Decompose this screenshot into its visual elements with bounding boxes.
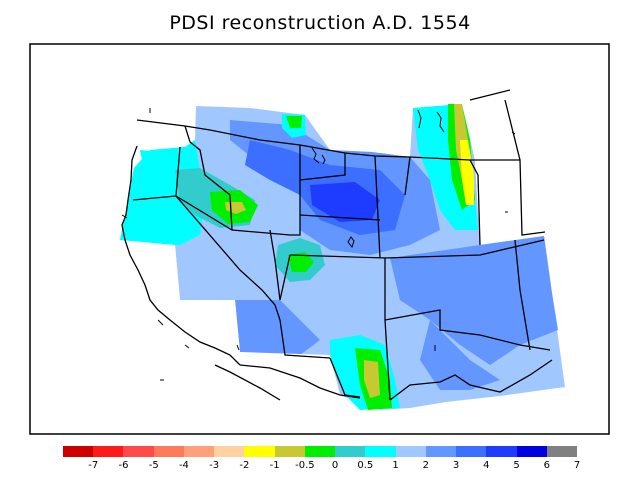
legend-tick-label: 7 [573,460,581,471]
legend-swatch [546,446,578,457]
legend-swatch [425,446,457,457]
mexico-mask [235,352,340,398]
legend-tick-label: 0.5 [357,460,374,471]
legend-swatch [153,446,185,457]
legend-swatch [244,446,276,457]
legend-swatch [63,446,94,457]
legend-tick-label: 1 [392,460,399,471]
legend-tick-label: 6 [543,460,550,471]
legend-tick-label: 0 [331,460,339,471]
legend-tick-label: -1 [269,460,280,471]
legend-swatch [183,446,215,457]
legend-tick-label: 3 [452,460,460,471]
legend-tick-label: -7 [88,460,99,471]
pdsi-field-green-top [286,116,302,128]
legend-tick-label: 4 [483,460,490,471]
map-frame [29,43,610,435]
state-borders [121,89,553,401]
pdsi-field-green-central [288,252,314,272]
legend-tick-label: -0.5 [295,460,315,471]
pdsi-field-yellow-ne [460,140,474,205]
legend-tick-label: -4 [178,460,189,471]
legend-swatch [274,446,306,457]
pdsi-field-cyan-west [120,140,205,245]
legend-tick-label: -2 [239,460,250,471]
legend-swatch [395,446,427,457]
legend-tick-label: 2 [422,460,429,471]
pdsi-field-cyan-nw [140,150,170,180]
pdsi-field-olive-south [364,360,380,398]
color-legend: -7 -6 -5 -4 -3 -2 -1 -0.5 0 0.5 1 2 3 4 5 6 7 [63,446,581,476]
legend-tick-label: 5 [513,460,520,471]
legend-swatch [123,446,155,457]
ocean-mask [120,240,240,360]
pdsi-field-blue-southwest [235,300,320,355]
lake-outlines [121,108,516,381]
legend-tick-label: -6 [118,460,129,471]
legend-swatch [335,446,366,457]
ne-mask [462,100,520,245]
legend-swatch [516,446,548,457]
map-title: PDSI reconstruction A.D. 1554 [169,12,471,34]
legend-swatch [486,446,518,457]
pdsi-field-blue-south [420,320,500,390]
legend-tick-label: -3 [209,460,220,471]
legend-swatch [214,446,245,457]
legend-swatch [93,446,124,457]
legend-swatch [456,446,487,457]
pdsi-field-blue-east [390,236,558,365]
legend-swatch [304,446,336,457]
legend-tick-label: -5 [148,460,159,471]
pdsi-field-deepblue-core [310,182,380,222]
legend-swatch [365,446,397,457]
